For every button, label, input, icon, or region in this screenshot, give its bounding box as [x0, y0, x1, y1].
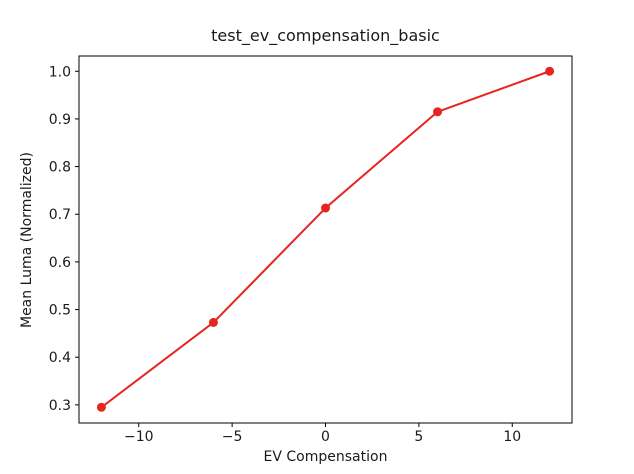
data-point-marker — [545, 66, 555, 76]
data-point-marker — [96, 402, 106, 412]
x-tick-label: 0 — [321, 429, 330, 445]
y-tick-label: 0.8 — [49, 160, 71, 176]
data-point-marker — [208, 317, 218, 327]
x-tick-label: 10 — [503, 429, 521, 445]
data-point-marker — [433, 107, 443, 117]
y-tick-label: 0.4 — [49, 350, 71, 366]
x-tick-label: −10 — [124, 429, 154, 445]
data-line — [100, 70, 551, 409]
y-tick-label: 0.9 — [49, 112, 71, 128]
y-tick-label: 0.7 — [49, 207, 71, 223]
x-tick-label: −5 — [222, 429, 243, 445]
y-tick-label: 0.6 — [49, 255, 71, 271]
y-tick-label: 0.3 — [49, 398, 71, 414]
y-axis-label: Mean Luma (Normalized) — [19, 151, 35, 329]
x-axis-label: EV Compensation — [263, 449, 388, 465]
y-tick-label: 1.0 — [49, 64, 71, 80]
data-point-marker — [321, 203, 330, 213]
chart-title: test_ev_compensation_basic — [211, 26, 440, 45]
y-tick-label: 0.5 — [49, 303, 71, 319]
x-tick-label: 5 — [414, 429, 423, 445]
